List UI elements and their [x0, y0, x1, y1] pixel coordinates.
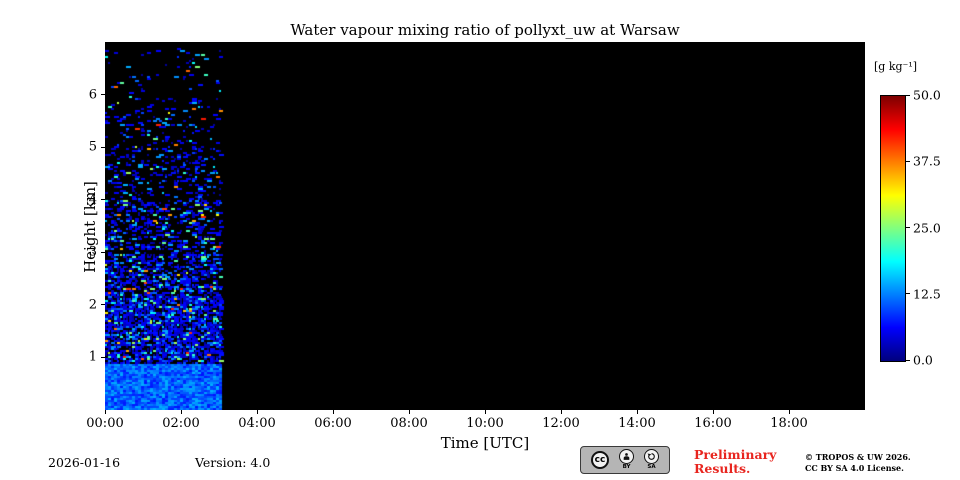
x-axis-label: Time [UTC] [440, 434, 530, 452]
colorbar-tick-mark [906, 293, 910, 295]
x-tick-mark [712, 410, 714, 414]
y-tick-mark [101, 304, 105, 306]
y-tick-label: 5 [88, 139, 97, 155]
colorbar-tick-label: 12.5 [913, 286, 941, 302]
x-tick-label: 08:00 [390, 416, 428, 431]
cc-by-label: BY [622, 464, 631, 471]
y-tick-mark [101, 146, 105, 148]
y-tick-mark [101, 199, 105, 201]
x-tick-mark [636, 410, 638, 414]
cc-by-person-icon [619, 449, 634, 465]
cc-by-group: BY [619, 449, 634, 471]
y-tick-label: 2 [88, 297, 97, 313]
colorbar-tick-mark [906, 227, 910, 228]
colorbar-tick-mark [906, 94, 910, 96]
chart-title: Water vapour mixing ratio of pollyxt_uw … [290, 21, 680, 39]
copyright-license-note: © TROPOS & UW 2026. CC BY SA 4.0 License… [805, 452, 911, 473]
x-tick-label: 16:00 [694, 416, 732, 431]
colorbar-tick-label: 37.5 [913, 153, 941, 169]
y-tick-label: 6 [88, 87, 97, 103]
colorbar-tick-mark [906, 359, 910, 361]
y-tick-mark [101, 356, 105, 358]
x-tick-mark [788, 410, 790, 414]
x-tick-label: 12:00 [542, 416, 580, 431]
x-tick-label: 10:00 [466, 416, 504, 431]
colorbar-unit-label: [g kg⁻¹] [874, 60, 918, 73]
cc-sa-group: SA [644, 449, 659, 471]
x-tick-mark [484, 410, 486, 414]
measurement-date: 2026-01-16 [48, 455, 121, 470]
x-tick-label: 06:00 [314, 416, 352, 431]
x-tick-mark [408, 410, 410, 414]
heatmap-canvas [105, 42, 865, 410]
x-tick-label: 04:00 [238, 416, 276, 431]
x-tick-label: 02:00 [162, 416, 200, 431]
cc-sa-label: SA [647, 464, 656, 471]
y-tick-label: 4 [88, 192, 97, 208]
version-label: Version: 4.0 [195, 455, 271, 470]
colorbar-tick-label: 0.0 [913, 352, 933, 368]
x-tick-mark [104, 410, 106, 414]
cc-logo-icon: cc [591, 451, 609, 469]
colorbar-tick-label: 50.0 [913, 87, 941, 103]
x-tick-mark [180, 410, 182, 414]
cc-license-badge: cc BY SA [580, 446, 670, 474]
colorbar-tick-mark [906, 160, 910, 162]
x-tick-label: 00:00 [86, 416, 124, 431]
x-tick-mark [560, 410, 562, 414]
colorbar [880, 95, 906, 362]
x-tick-label: 18:00 [770, 416, 808, 431]
cc-sa-arrow-icon [644, 449, 659, 465]
colorbar-tick-label: 25.0 [913, 220, 941, 235]
x-tick-mark [332, 410, 334, 414]
y-axis-label: Height [km] [81, 181, 99, 273]
y-tick-label: 1 [88, 349, 97, 365]
preliminary-results-note: Preliminary Results. [694, 447, 777, 477]
x-tick-label: 14:00 [618, 416, 656, 431]
y-tick-mark [101, 251, 105, 253]
x-tick-mark [256, 410, 258, 414]
y-tick-label: 3 [88, 244, 97, 260]
y-tick-mark [101, 94, 105, 96]
